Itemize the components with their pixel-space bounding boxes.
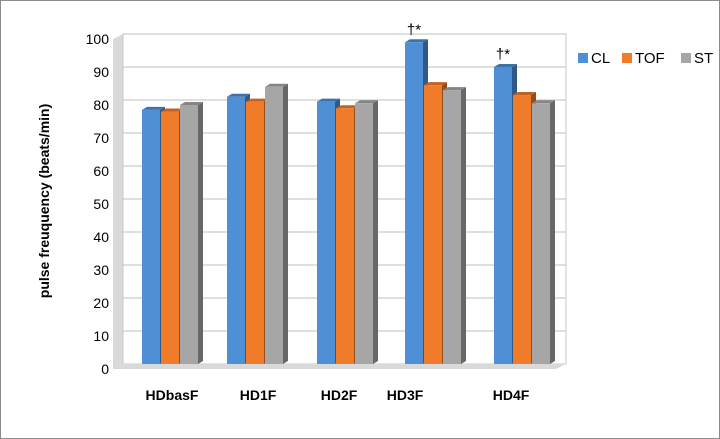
significance-annotation: †* [496,46,510,63]
y-tick-label: 70 [93,130,109,146]
y-tick-label: 30 [93,262,109,278]
y-tick-label: 100 [86,31,110,47]
bar-st-hd1f [265,83,288,365]
plot-floor [113,364,566,369]
significance-annotation: †* [407,21,421,38]
y-tick-label: 60 [93,163,109,179]
x-category-label: HD4F [493,387,530,403]
y-tick-label: 90 [93,64,109,80]
y-axis-ticks: 0 10 20 30 40 50 60 70 80 90 100 [86,31,110,377]
y-tick-label: 0 [101,361,109,377]
y-tick-label: 50 [93,196,109,212]
x-category-label: HDbasF [146,387,199,403]
bar-st-hd2f [355,100,378,365]
y-tick-label: 10 [93,328,109,344]
bars [142,39,555,365]
legend-swatch [578,53,588,63]
x-category-label: HD2F [321,387,358,403]
legend-item-cl: CL [578,50,610,67]
x-axis-labels: HDbasF HD1F HD2F HD3F HD4F [146,387,530,403]
x-category-label: HD3F [387,387,424,403]
legend-item-tof: TOF [622,50,665,67]
legend-label: CL [591,50,610,67]
legend-label: ST [694,50,713,67]
x-category-label: HD1F [240,387,277,403]
legend-item-st: ST [681,50,713,67]
y-tick-label: 40 [93,229,109,245]
y-tick-label: 80 [93,97,109,113]
legend-swatch [681,53,691,63]
side-wall [113,34,123,369]
annotations: †* †* [407,21,510,63]
y-tick-label: 20 [93,295,109,311]
bar-st-hd4f [532,100,555,365]
legend-label: TOF [635,50,665,67]
y-axis-label: pulse freuquency (beats/min) [36,104,52,298]
bar-st-hdbasf [180,101,203,364]
legend: CL TOF ST [578,50,713,67]
bar-st-hd3f [443,87,466,364]
legend-swatch [622,53,632,63]
